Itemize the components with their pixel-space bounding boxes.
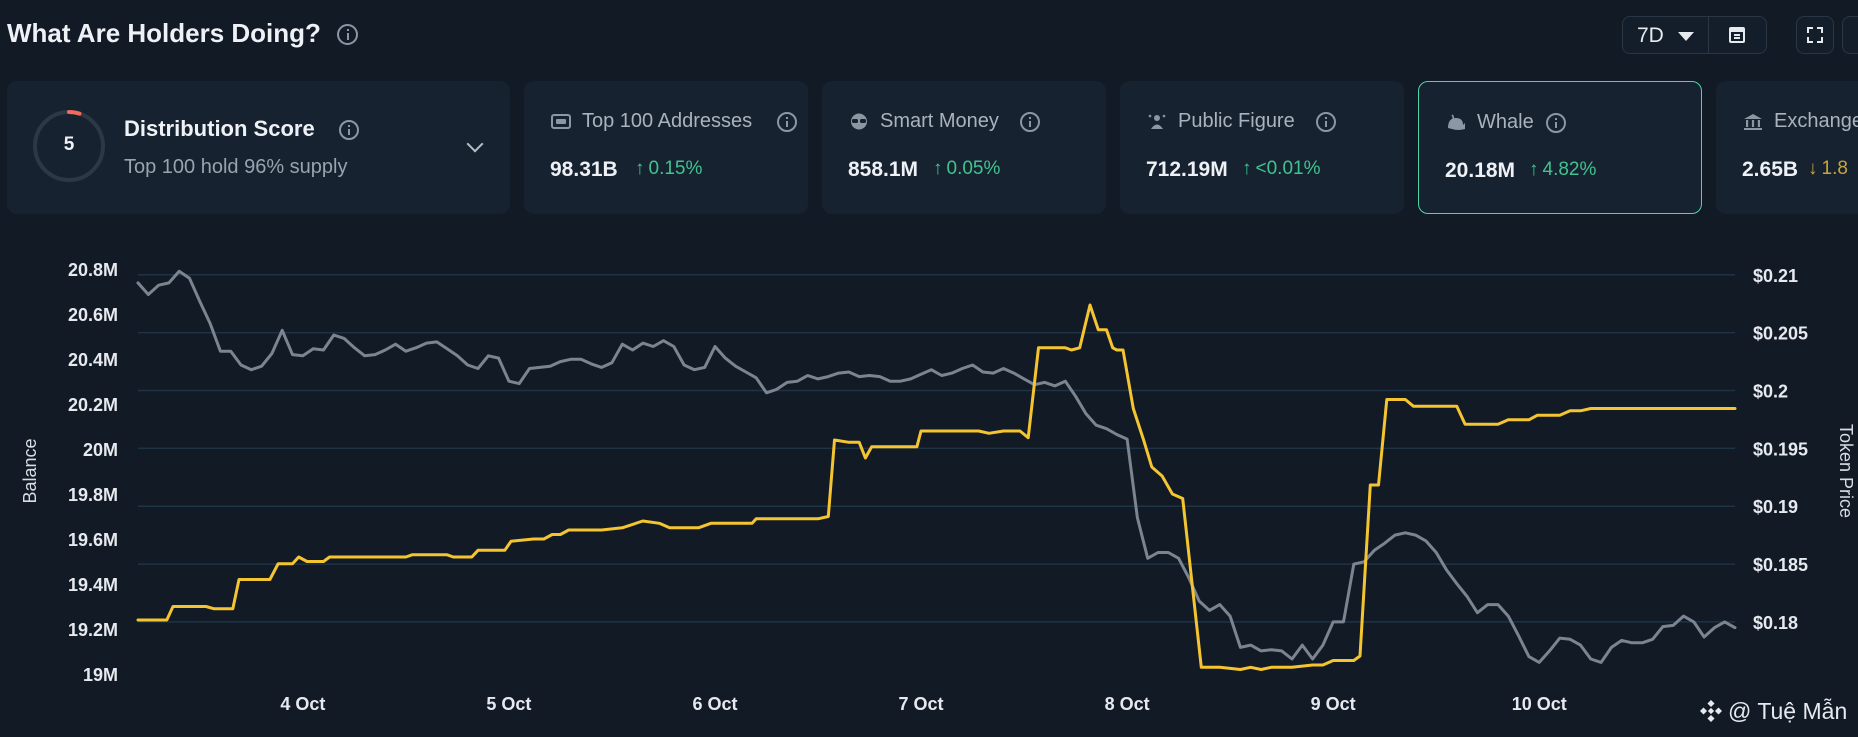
right-tick-label: $0.2: [1753, 382, 1788, 402]
arrow-up-icon: ↑: [1529, 159, 1539, 180]
distribution-score-card[interactable]: 5 Distribution Score Top 100 hold 96% su…: [7, 81, 510, 214]
right-tick-label: $0.185: [1753, 555, 1808, 575]
right-tick-label: $0.21: [1753, 266, 1798, 286]
card-label: Top 100 Addresses: [582, 110, 753, 132]
fullscreen-button[interactable]: [1796, 16, 1834, 54]
card-change: ↑ <0.01%: [1242, 158, 1321, 179]
calendar-icon: [1729, 27, 1745, 43]
watermark: @ Tuệ Mẫn: [1728, 698, 1848, 724]
arrow-up-icon: ↑: [1242, 158, 1252, 179]
title-info-icon[interactable]: [337, 24, 358, 45]
left-tick-label: 19.2M: [68, 620, 118, 640]
card-value: 2.65B: [1742, 158, 1799, 181]
right-tick-label: $0.19: [1753, 497, 1798, 517]
x-tick-label: 6 Oct: [692, 694, 737, 714]
card-change: ↑ 0.15%: [635, 158, 703, 179]
binance-logo-icon: [1700, 700, 1722, 722]
left-tick-label: 20.2M: [68, 395, 118, 415]
caret-down-icon: [1678, 32, 1694, 41]
left-axis-ticks: 19M 19.2M 19.4M 19.6M 19.8M 20M 20.2M 20.4M 20.6…: [68, 260, 118, 685]
arrow-down-icon: ↓: [1808, 158, 1818, 179]
card-value: 20.18M: [1445, 159, 1516, 182]
sunglasses-icon: [851, 113, 867, 130]
card-whale[interactable]: Whale 20.18M ↑ 4.82%: [1418, 81, 1702, 214]
bank-icon: [1744, 114, 1762, 130]
card-label: Smart Money: [880, 110, 999, 132]
card-label: Whale: [1477, 111, 1534, 133]
left-tick-label: 20.4M: [68, 350, 118, 370]
card-change: ↓ 1.8: [1808, 158, 1848, 179]
card-value: 712.19M: [1146, 158, 1228, 181]
left-tick-label: 19M: [83, 665, 118, 685]
chevron-down-icon[interactable]: [466, 135, 484, 153]
card-info-icon[interactable]: [1546, 113, 1566, 133]
arrow-up-icon: ↑: [933, 158, 943, 179]
holder-cards: 5 Distribution Score Top 100 hold 96% su…: [0, 81, 1858, 214]
card-smart-money[interactable]: Smart Money 858.1M ↑ 0.05%: [822, 81, 1106, 214]
right-tick-label: $0.205: [1753, 324, 1808, 344]
arrow-up-icon: ↑: [635, 158, 645, 179]
page-title: What Are Holders Doing?: [7, 18, 321, 48]
distribution-score-title: Distribution Score: [124, 116, 315, 141]
distribution-score-subtitle: Top 100 hold 96% supply: [124, 156, 348, 178]
card-exchange[interactable]: Exchange 2.65B ↓ 1.8: [1716, 81, 1858, 214]
balance-price-chart[interactable]: 19M 19.2M 19.4M 19.6M 19.8M 20M 20.2M 20.4M 20.6…: [0, 214, 1858, 737]
right-tick-label: $0.195: [1753, 439, 1808, 459]
card-info-icon[interactable]: [777, 112, 797, 132]
range-select[interactable]: 7D: [1623, 17, 1709, 53]
star-person-icon: [1148, 114, 1166, 129]
card-info-icon[interactable]: [1020, 112, 1040, 132]
range-select-value: 7D: [1637, 24, 1664, 47]
right-axis-label: Token Price: [1836, 424, 1856, 518]
whale-icon: [1448, 114, 1465, 130]
x-tick-label: 4 Oct: [280, 694, 325, 714]
x-tick-label: 5 Oct: [486, 694, 531, 714]
card-public-figure[interactable]: Public Figure 712.19M ↑ <0.01%: [1120, 81, 1404, 214]
right-axis-ticks: $0.18 $0.185 $0.19 $0.195 $0.2 $0.205 $0.21: [1753, 266, 1808, 633]
card-info-icon[interactable]: [1316, 112, 1336, 132]
range-toolbar: 7D: [1622, 16, 1767, 54]
card-value: 98.31B: [550, 158, 618, 181]
x-axis-ticks: 4 Oct 5 Oct 6 Oct 7 Oct 8 Oct 9 Oct 10 Oct: [280, 694, 1566, 714]
balance-series-line: [136, 303, 1737, 671]
calendar-button[interactable]: [1709, 17, 1767, 53]
card-label: Exchange: [1774, 110, 1858, 132]
card-label: Public Figure: [1178, 110, 1295, 132]
fullscreen-icon: [1807, 27, 1823, 43]
left-tick-label: 19.8M: [68, 485, 118, 505]
share-button[interactable]: [1842, 16, 1858, 54]
x-tick-label: 7 Oct: [899, 694, 944, 714]
distribution-info-icon[interactable]: [339, 120, 359, 140]
left-axis-label: Balance: [20, 438, 40, 503]
left-tick-label: 20.8M: [68, 260, 118, 280]
left-tick-label: 20.6M: [68, 305, 118, 325]
left-tick-label: 19.4M: [68, 575, 118, 595]
card-change: ↑ 0.05%: [933, 158, 1001, 179]
left-tick-label: 19.6M: [68, 530, 118, 550]
x-tick-label: 9 Oct: [1311, 694, 1356, 714]
card-value: 858.1M: [848, 158, 919, 181]
wallet-icon: [551, 114, 571, 129]
x-tick-label: 10 Oct: [1512, 694, 1567, 714]
price-series-line: [136, 269, 1737, 664]
x-tick-label: 8 Oct: [1105, 694, 1150, 714]
card-top-100-addresses[interactable]: Top 100 Addresses 98.31B ↑ 0.15%: [524, 81, 808, 214]
card-change: ↑ 4.82%: [1529, 159, 1597, 180]
chart-grid: [138, 274, 1735, 623]
distribution-score-value: 5: [63, 134, 75, 155]
left-tick-label: 20M: [83, 440, 118, 460]
chart-series: [136, 269, 1737, 671]
score-ring: [33, 110, 105, 182]
right-tick-label: $0.18: [1753, 613, 1798, 633]
